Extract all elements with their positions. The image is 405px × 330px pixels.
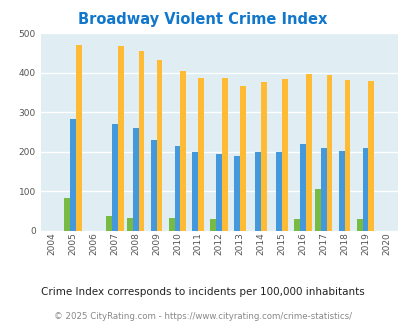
Bar xyxy=(356,219,362,231)
Bar xyxy=(156,60,162,231)
Bar xyxy=(299,144,305,231)
Bar xyxy=(192,152,198,231)
Bar xyxy=(362,148,367,231)
Text: Crime Index corresponds to incidents per 100,000 inhabitants: Crime Index corresponds to incidents per… xyxy=(41,287,364,297)
Bar xyxy=(138,51,144,231)
Bar xyxy=(210,219,216,231)
Bar xyxy=(117,46,123,231)
Bar xyxy=(106,216,111,231)
Bar xyxy=(168,218,174,231)
Bar xyxy=(255,152,260,231)
Bar xyxy=(275,152,281,231)
Bar xyxy=(234,156,239,231)
Bar xyxy=(344,80,350,231)
Bar xyxy=(281,79,287,231)
Bar xyxy=(127,218,132,231)
Bar xyxy=(260,82,266,231)
Bar xyxy=(70,119,76,231)
Bar xyxy=(293,219,299,231)
Text: © 2025 CityRating.com - https://www.cityrating.com/crime-statistics/: © 2025 CityRating.com - https://www.city… xyxy=(54,312,351,321)
Bar xyxy=(305,74,311,231)
Bar xyxy=(326,75,332,231)
Bar xyxy=(76,45,81,231)
Bar xyxy=(320,148,326,231)
Bar xyxy=(367,81,373,231)
Text: Broadway Violent Crime Index: Broadway Violent Crime Index xyxy=(78,12,327,27)
Bar xyxy=(180,71,186,231)
Bar xyxy=(239,86,245,231)
Bar xyxy=(222,78,228,231)
Bar xyxy=(150,140,156,231)
Bar xyxy=(111,124,117,231)
Bar xyxy=(198,78,204,231)
Bar xyxy=(132,128,138,231)
Bar xyxy=(216,154,222,231)
Bar xyxy=(338,151,344,231)
Bar xyxy=(174,146,180,231)
Bar xyxy=(314,189,320,231)
Bar xyxy=(64,198,70,231)
